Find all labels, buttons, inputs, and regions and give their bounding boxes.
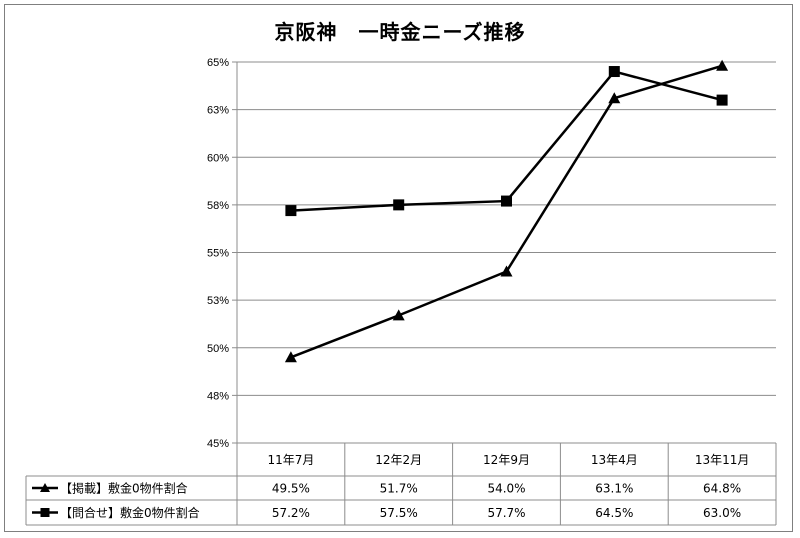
chart-title: 京阪神 一時金ニーズ推移 <box>274 20 526 44</box>
legend-label: 【問合せ】敷金0物件割合 <box>60 505 200 520</box>
data-label: 54.0% <box>487 482 525 496</box>
data-label: 64.8% <box>703 482 741 496</box>
y-tick-label: 45% <box>207 438 229 450</box>
data-label: 57.7% <box>487 506 525 520</box>
data-label: 57.5% <box>380 506 418 520</box>
data-point-square <box>393 199 405 211</box>
y-tick-label: 48% <box>207 390 229 402</box>
x-category-label: 12年9月 <box>483 453 530 467</box>
x-category-label: 12年2月 <box>375 453 422 467</box>
series-1 <box>284 59 729 363</box>
data-point-square <box>501 195 512 207</box>
y-tick-label: 58% <box>207 200 229 212</box>
legend-square-marker <box>40 508 50 517</box>
data-point-square <box>285 205 297 217</box>
chart-frame <box>4 4 793 532</box>
legend-label: 【掲載】敷金0物件割合 <box>60 481 188 496</box>
data-label: 51.7% <box>380 482 418 496</box>
y-tick-label: 53% <box>207 295 229 307</box>
data-point-triangle <box>608 92 621 104</box>
series-line <box>290 70 723 212</box>
data-point-triangle <box>284 351 297 363</box>
y-tick-label: 65% <box>207 57 229 69</box>
data-point-triangle <box>500 265 513 277</box>
data-label: 63.1% <box>595 482 633 496</box>
data-point-square <box>608 66 620 78</box>
y-tick-label: 50% <box>207 343 229 355</box>
data-label: 49.5% <box>272 482 310 496</box>
data-point-triangle <box>392 309 405 321</box>
y-tick-label: 60% <box>207 152 229 164</box>
x-category-label: 11年7月 <box>267 453 314 467</box>
data-label: 63.0% <box>703 506 741 520</box>
data-label: 57.2% <box>272 506 310 520</box>
x-category-label: 13年4月 <box>591 453 638 467</box>
y-tick-label: 55% <box>207 248 229 260</box>
data-point-triangle <box>716 59 729 71</box>
data-label: 64.5% <box>595 506 633 520</box>
data-point-square <box>716 94 728 106</box>
x-category-label: 13年11月 <box>695 453 750 467</box>
legend-triangle-marker <box>40 483 50 492</box>
series-2 <box>285 66 728 217</box>
y-tick-label: 63% <box>207 105 229 117</box>
